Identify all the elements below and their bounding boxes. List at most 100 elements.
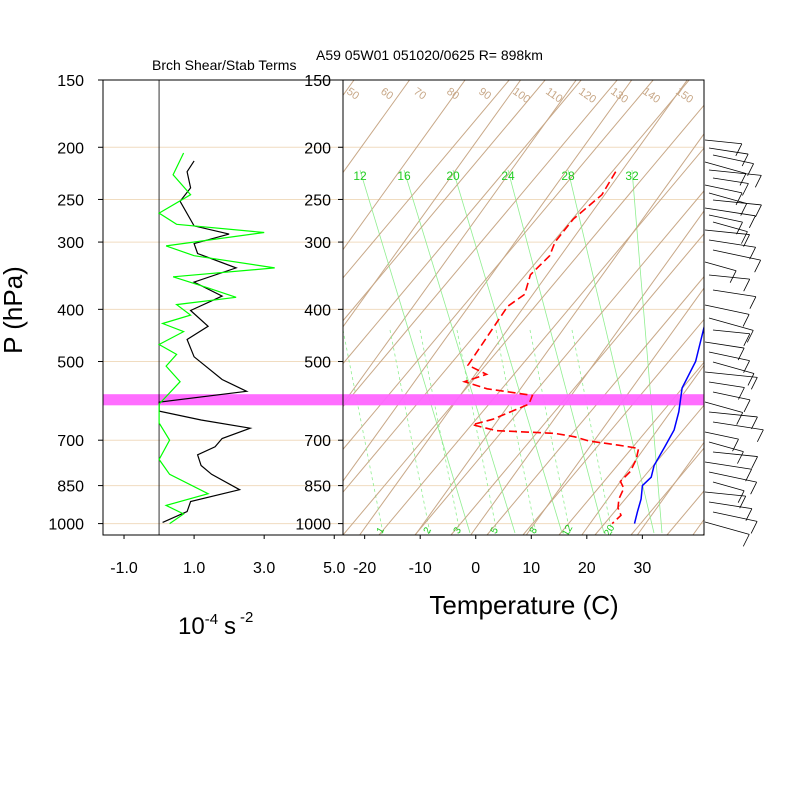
y-tick-label: 300 (304, 235, 331, 252)
mixing-ratio-line (403, 169, 516, 534)
left-x-ticks: -1.0 1.0 3.0 5.0 (110, 535, 345, 577)
mixing-ratio-line (529, 329, 571, 534)
y-tick-label: 150 (57, 73, 84, 90)
dry-adiabats-group (343, 80, 704, 535)
wind-barb-flag (746, 330, 754, 343)
wind-barb (708, 317, 754, 331)
wind-barb-flag (743, 333, 751, 346)
wind-barb (704, 401, 743, 413)
dry-adiabat (558, 361, 704, 535)
dry-adiabat (343, 80, 582, 365)
wind-barb (704, 304, 750, 315)
mixing-ratio-label: 16 (397, 169, 411, 183)
x-tick-label: -10 (409, 560, 432, 577)
wind-barb (712, 289, 756, 298)
unit-exponent: -4 (205, 611, 218, 628)
mixing-ratio-line (507, 169, 605, 534)
mixing-ratio-label: 20 (446, 169, 460, 183)
mixing-ratio-label: 5 (489, 525, 502, 536)
wind-barb-flag (754, 175, 762, 188)
dry-adiabat (343, 104, 704, 535)
x-tick-label: 20 (578, 560, 596, 577)
mixing-ratio-line (567, 169, 655, 534)
wind-barb (704, 207, 756, 217)
wind-barb (708, 169, 762, 176)
y-tick-label: 500 (304, 355, 331, 372)
wind-barb (712, 154, 754, 165)
isotherm-label: 70 (411, 86, 428, 103)
wind-barb-flag (743, 234, 750, 247)
wind-barb-flag (742, 314, 750, 327)
y-tick-label: 500 (57, 355, 84, 372)
highlight-band (103, 394, 343, 406)
dry-adiabat (522, 318, 704, 535)
y-tick-label: 1000 (295, 517, 331, 534)
wind-barb-flag (745, 469, 752, 482)
wind-barb-flag (751, 416, 758, 430)
wind-barb (708, 471, 757, 483)
wind-barb (704, 491, 746, 497)
isotherm (525, 287, 704, 535)
wind-barb-flag (743, 278, 751, 292)
isotherm-label: 90 (476, 86, 493, 103)
mixing-ratio-line (343, 329, 384, 534)
mixing-ratio-label: 12 (353, 169, 367, 183)
mixing-ratio-line (359, 169, 471, 534)
x-axis-label: Temperature (C) (429, 590, 618, 620)
wind-barb (712, 511, 758, 522)
skewt-y-ticks: 150 200 250 300 400 500 700 850 1000 (295, 73, 343, 534)
y-tick-label: 200 (304, 140, 331, 157)
isotherm (414, 133, 704, 535)
wind-barb (712, 249, 761, 261)
skewt-axes-frame (342, 79, 705, 536)
wind-barb-flag (750, 377, 758, 390)
mixing-ratio-label: 24 (501, 169, 515, 183)
mixing-ratio-label: 32 (625, 169, 639, 183)
wind-barb-flag (729, 270, 737, 283)
y-tick-label: 850 (304, 479, 331, 496)
x-tick-label: -1.0 (110, 560, 138, 577)
y-tick-label: 700 (304, 433, 331, 450)
dry-adiabat (378, 147, 704, 535)
y-tick-label: 250 (57, 192, 84, 209)
wind-barb-flag (735, 192, 743, 206)
wind-barb (712, 451, 758, 457)
wind-barb (704, 521, 750, 535)
x-tick-label: 30 (633, 560, 651, 577)
wind-barbs-group (704, 139, 764, 547)
mixing-ratio-line (571, 329, 613, 534)
sounding-series-group (461, 171, 704, 525)
wind-barb (704, 461, 752, 470)
mixing-ratio-label: 1 (375, 525, 388, 536)
wind-barb (708, 501, 752, 510)
wind-barb-flag (742, 534, 750, 547)
wind-barb-flag (736, 412, 744, 425)
wind-barb (704, 229, 750, 235)
temperature-line (633, 324, 704, 524)
mixing-ratio-label: 28 (561, 169, 575, 183)
y-tick-label: 400 (57, 302, 84, 319)
mixing-ratio-line (452, 169, 563, 534)
unit-base: 10 (178, 613, 205, 640)
wind-barb (708, 239, 756, 248)
x-tick-label: 1.0 (183, 560, 205, 577)
dry-adiabat (450, 233, 704, 535)
wind-barb (708, 147, 749, 155)
svg-text:10-4s-2: 10-4 s -2 (178, 609, 253, 640)
green-stability-line (157, 152, 275, 525)
wind-barb-flag (739, 173, 747, 186)
isotherm-label: 80 (444, 86, 461, 103)
dewpoint-line (461, 171, 640, 525)
dry-adiabat (343, 80, 510, 279)
wind-barb (704, 139, 742, 145)
pressure-gridlines (343, 80, 704, 525)
isotherm-label: 50 (344, 86, 361, 103)
skewt-chart-title: A59 05W01 051020/0625 R= 898km (316, 47, 543, 63)
dry-adiabat (343, 80, 618, 408)
wind-barb (712, 481, 745, 492)
x-tick-label: 0 (471, 560, 480, 577)
y-tick-label: 300 (57, 235, 84, 252)
wind-barb-flag (748, 215, 756, 228)
